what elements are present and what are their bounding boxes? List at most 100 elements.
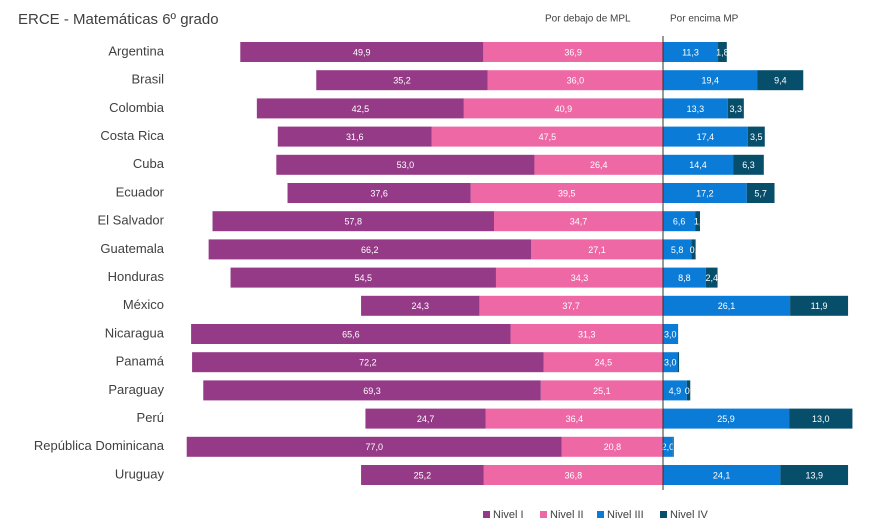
category-label: Guatemala	[100, 241, 164, 256]
category-label: Perú	[137, 410, 164, 425]
category-label: Cuba	[133, 156, 165, 171]
category-label: Argentina	[108, 43, 164, 58]
bar-segment	[663, 70, 758, 91]
value-label: 5,7	[754, 188, 767, 198]
value-label: 17,2	[696, 188, 714, 198]
legend-swatch	[483, 511, 490, 518]
value-label: 47,5	[539, 132, 557, 142]
value-label: 40,9	[555, 104, 573, 114]
bar-segment	[663, 126, 748, 147]
bar-segment	[663, 211, 696, 232]
value-label: 17,4	[697, 132, 715, 142]
bar-segment	[361, 295, 480, 316]
bar-segment	[470, 183, 663, 203]
legend-swatch	[597, 511, 604, 518]
bar-segment	[747, 126, 765, 147]
value-label: 31,3	[578, 329, 596, 339]
bar-segment	[789, 408, 853, 429]
bar-segment	[494, 211, 663, 232]
value-label: 2,0	[662, 442, 675, 452]
bar-segment	[208, 239, 532, 260]
value-label: 36,4	[566, 414, 584, 424]
legend-label: Nivel II	[550, 509, 584, 521]
value-label: 53,0	[397, 160, 415, 170]
bar-segment	[663, 324, 678, 344]
bar-segment	[663, 239, 692, 260]
bar-segment	[757, 70, 804, 91]
bar-segment	[663, 295, 791, 316]
bar-segment	[276, 154, 535, 175]
bar-segment	[531, 239, 663, 260]
bar-segment	[483, 42, 663, 62]
value-label: 4,9	[669, 386, 682, 396]
value-label: 9,4	[774, 76, 787, 86]
value-label: 6,6	[673, 217, 686, 227]
value-label: 6,3	[742, 160, 755, 170]
value-label: 3,3	[730, 104, 743, 114]
category-label: Uruguay	[115, 466, 165, 481]
value-label: 24,7	[417, 414, 435, 424]
value-label: 25,2	[414, 470, 432, 480]
bar-segment	[663, 408, 790, 429]
value-label: 69,3	[363, 386, 381, 396]
value-label: 54,5	[354, 273, 372, 283]
group-header: Por debajo de MPL	[545, 14, 631, 25]
bar-segment	[695, 211, 701, 232]
bar-segment	[663, 42, 719, 62]
category-label: El Salvador	[98, 213, 165, 228]
value-label: 49,9	[353, 47, 371, 57]
bar-segment	[691, 239, 696, 260]
value-label: 25,9	[717, 414, 735, 424]
legend-swatch	[660, 511, 667, 518]
bar-segment	[361, 465, 484, 485]
value-label: 13,3	[687, 104, 705, 114]
value-label: 26,4	[590, 160, 608, 170]
bar-segment	[287, 183, 471, 203]
legend-swatch	[540, 511, 547, 518]
value-label: 42,5	[352, 104, 370, 114]
value-label: 77,0	[365, 442, 383, 452]
value-label: 0,	[690, 245, 698, 255]
category-label: Honduras	[108, 269, 165, 284]
bar-segment	[495, 267, 663, 288]
bar-segment	[192, 352, 544, 373]
value-label: 57,8	[345, 217, 363, 227]
category-label: República Dominicana	[34, 438, 165, 453]
legend-label: Nivel IV	[670, 509, 709, 521]
value-label: 25,1	[593, 386, 611, 396]
bar-segment	[540, 380, 663, 401]
bar-segment	[663, 465, 781, 485]
value-label: 24,1	[713, 470, 731, 480]
bar-segment	[663, 98, 728, 119]
bar-segment	[203, 380, 541, 401]
category-label: Ecuador	[116, 184, 165, 199]
bar-segment	[746, 183, 775, 203]
bar-segment	[483, 465, 663, 485]
value-label: 37,7	[562, 301, 580, 311]
value-label: 3,5	[750, 132, 763, 142]
bar-segment	[663, 380, 687, 401]
value-label: 24,3	[411, 301, 429, 311]
value-label: 3,0	[664, 329, 677, 339]
value-label: 19,4	[701, 76, 719, 86]
value-label: 14,4	[689, 160, 707, 170]
value-label: 34,3	[571, 273, 589, 283]
category-label: Nicaragua	[105, 325, 165, 340]
bar-segment	[186, 436, 562, 457]
bar-segment	[316, 70, 488, 91]
bar-segment	[705, 267, 718, 288]
category-label: Brasil	[131, 72, 164, 87]
value-label: 36,0	[567, 76, 585, 86]
bar-segment	[663, 267, 706, 288]
value-label: 36,8	[565, 470, 583, 480]
value-label: 20,8	[604, 442, 622, 452]
value-label: 36,9	[564, 47, 582, 57]
bar-segment	[230, 267, 496, 288]
chart-title: ERCE - Matemáticas 6º grado	[18, 11, 219, 28]
value-label: 66,2	[361, 245, 379, 255]
value-label: 24,5	[595, 358, 613, 368]
value-label: 31,6	[346, 132, 364, 142]
value-label: 65,6	[342, 329, 360, 339]
value-label: 34,7	[570, 217, 588, 227]
